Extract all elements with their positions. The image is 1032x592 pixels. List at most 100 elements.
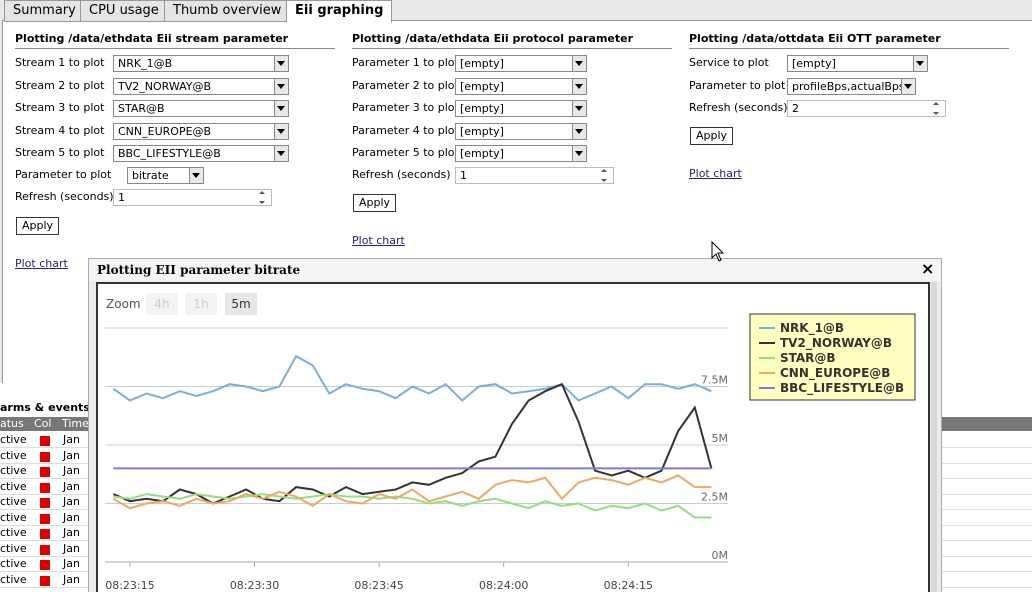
field-value: bitrate (132, 169, 169, 182)
dialog-title: Plotting EII parameter bitrate (97, 263, 301, 277)
tab[interactable]: CPU usage (80, 0, 168, 22)
dropdown-arrow (192, 173, 200, 178)
status-cell: ctive (0, 572, 27, 586)
dropdown[interactable]: bitrate (127, 167, 204, 184)
dropdown[interactable]: profileBps,actualBps (787, 78, 916, 95)
field-value: [empty] (460, 147, 504, 160)
time-cell: Jan (63, 510, 80, 524)
field-value: TV2_NORWAY@B (118, 80, 212, 93)
dropdown[interactable]: [empty] (455, 123, 587, 140)
dropdown[interactable]: NRK_1@B (113, 55, 289, 72)
spin-down (601, 179, 607, 182)
field-label: Parameter to plot (689, 79, 786, 92)
spin-up (259, 191, 265, 194)
color-swatch (40, 544, 50, 555)
dropdown[interactable]: [empty] (455, 55, 587, 72)
dropdown[interactable]: TV2_NORWAY@B (113, 78, 289, 95)
dropdown-arrow (575, 151, 583, 156)
field-label: Parameter to plot (15, 168, 112, 181)
spin-down (259, 201, 265, 204)
field-value: NRK_1@B (118, 57, 173, 70)
field-value: 1 (460, 169, 467, 182)
dropdown[interactable]: [empty] (455, 100, 587, 117)
spin-input[interactable]: 2 (787, 100, 946, 117)
zoom-button[interactable]: 5m (225, 293, 257, 315)
zoom-button[interactable]: 4h (146, 293, 178, 315)
field-label: Refresh (seconds) (15, 190, 114, 203)
spin-input[interactable]: 1 (113, 189, 272, 206)
field-value: [empty] (460, 80, 504, 93)
mouse-cursor (711, 240, 725, 262)
legend-label: CNN_EUROPE@B (780, 366, 890, 381)
spin-input[interactable]: 1 (455, 167, 614, 184)
legend-box (749, 313, 916, 401)
apply-button[interactable]: Apply (16, 217, 60, 235)
color-swatch (40, 498, 50, 508)
panel-title: Plotting /data/ottdata Eii OTT parameter (689, 32, 941, 45)
close-button[interactable]: × (921, 259, 935, 278)
spin-down (933, 112, 939, 115)
spin-up (601, 169, 607, 172)
status-cell: ctive (0, 448, 27, 462)
status-cell: ctive (0, 541, 27, 555)
field-value: STAR@B (118, 102, 165, 115)
plot-chart-link[interactable]: Plot chart (15, 257, 68, 270)
color-swatch (40, 467, 50, 477)
time-cell: Jan (63, 526, 80, 539)
time-cell: Jan (63, 495, 80, 508)
field-label: Stream 5 to plot (15, 146, 105, 159)
series-line (112, 354, 712, 402)
legend-label: TV2_NORWAY@B (780, 336, 892, 351)
series-line (112, 382, 713, 505)
dropdown[interactable]: CNN_EUROPE@B (113, 123, 289, 140)
time-cell: Jan (63, 448, 80, 462)
dropdown-arrow (904, 84, 912, 89)
time-cell: Jan (63, 464, 80, 477)
field-value: [empty] (792, 57, 836, 70)
zoom-button[interactable]: 1h (185, 293, 217, 315)
status-cell: ctive (0, 510, 27, 524)
field-value: 2 (792, 102, 799, 115)
divider (15, 48, 335, 49)
color-swatch (40, 436, 50, 446)
time-cell: Jan (63, 557, 80, 570)
field-label: Stream 3 to plot (15, 101, 105, 114)
dropdown[interactable]: [empty] (787, 55, 928, 72)
field-value: [empty] (460, 102, 504, 115)
plot-chart-link[interactable]: Plot chart (689, 167, 742, 180)
field-value: [empty] (460, 57, 504, 70)
color-swatch (40, 451, 50, 462)
spin-up (933, 102, 939, 105)
time-cell: Jan (63, 433, 80, 446)
legend-label: STAR@B (780, 351, 836, 365)
tab[interactable]: Eii graphing (286, 0, 393, 23)
apply-button[interactable]: Apply (353, 194, 397, 212)
legend-label: NRK_1@B (780, 321, 844, 336)
zoom-label: Zoom (106, 297, 141, 311)
time-cell: Jan (63, 541, 80, 555)
dropdown[interactable]: [empty] (455, 145, 587, 162)
field-value: [empty] (460, 125, 504, 138)
x-tick-label: 08:23:15 (105, 579, 154, 592)
plot-chart-link[interactable]: Plot chart (352, 234, 405, 247)
field-label: Parameter 3 to plot (352, 101, 459, 114)
dropdown[interactable]: STAR@B (113, 100, 289, 117)
apply-button[interactable]: Apply (690, 127, 734, 145)
y-tick-label: 0M (712, 549, 729, 562)
field-label: Refresh (seconds) (352, 168, 451, 181)
tab[interactable]: Thumb overview (164, 0, 291, 22)
field-label: Parameter 2 to plot (352, 79, 459, 92)
tab[interactable]: Summary (4, 0, 85, 22)
dropdown[interactable]: [empty] (455, 78, 587, 95)
divider (689, 48, 1009, 49)
y-tick-label: 2.5M (701, 491, 728, 504)
dialog-titlebar (89, 259, 941, 281)
dropdown[interactable]: BBC_LIFESTYLE@B (113, 145, 289, 162)
dropdown-arrow (277, 61, 285, 66)
color-swatch (40, 513, 50, 524)
status-cell: ctive (0, 495, 27, 508)
status-cell: ctive (0, 526, 27, 539)
field-label: Stream 2 to plot (15, 79, 105, 92)
status-cell: ctive (0, 433, 27, 446)
